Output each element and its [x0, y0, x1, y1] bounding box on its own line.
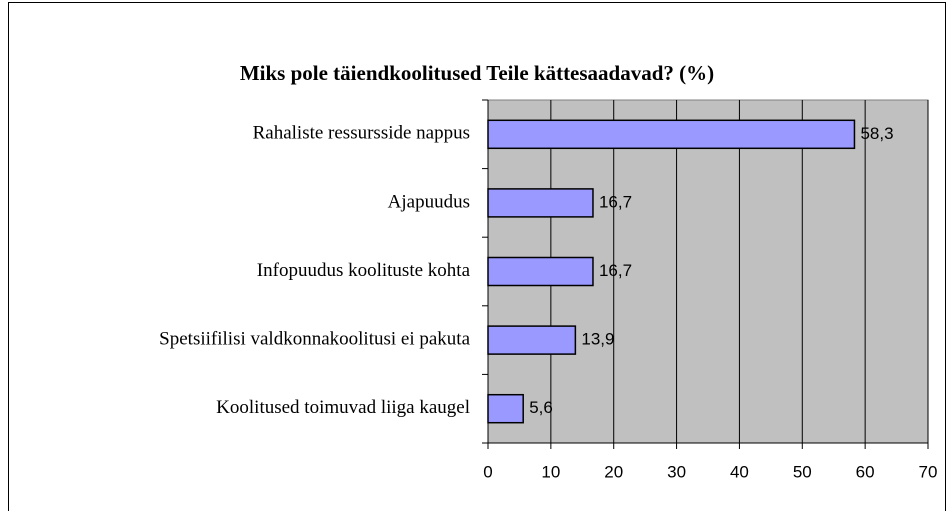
bar — [487, 256, 594, 287]
chart-title: Miks pole täiendkoolitused Teile kättesa… — [240, 61, 714, 85]
data-label: 13,9 — [581, 330, 614, 349]
x-tick-label: 30 — [667, 462, 686, 481]
x-tick-label: 50 — [793, 462, 812, 481]
y-tick-label: Ajapuudus — [388, 191, 470, 212]
x-tick-label: 40 — [730, 462, 749, 481]
x-tick-label: 20 — [604, 462, 623, 481]
bar — [487, 119, 856, 150]
y-tick-label: Koolitused toimuvad liiga kaugel — [216, 397, 470, 418]
x-tick-label: 0 — [483, 462, 492, 481]
x-tick-label: 60 — [856, 462, 875, 481]
data-label: 16,7 — [599, 261, 632, 280]
bar — [487, 325, 577, 355]
x-tick-label: 10 — [541, 462, 560, 481]
data-label: 58,3 — [860, 124, 893, 143]
y-tick-label: Infopuudus koolituste kohta — [257, 260, 471, 281]
bar — [487, 188, 594, 218]
y-tick-label: Spetsiifilisi valdkonnakoolitusi ei paku… — [159, 328, 470, 349]
bar — [487, 393, 524, 424]
x-tick-label: 70 — [919, 462, 938, 481]
y-tick-label: Rahaliste ressursside nappus — [253, 123, 470, 144]
data-label: 16,7 — [599, 192, 632, 211]
data-label: 5,6 — [529, 398, 553, 417]
